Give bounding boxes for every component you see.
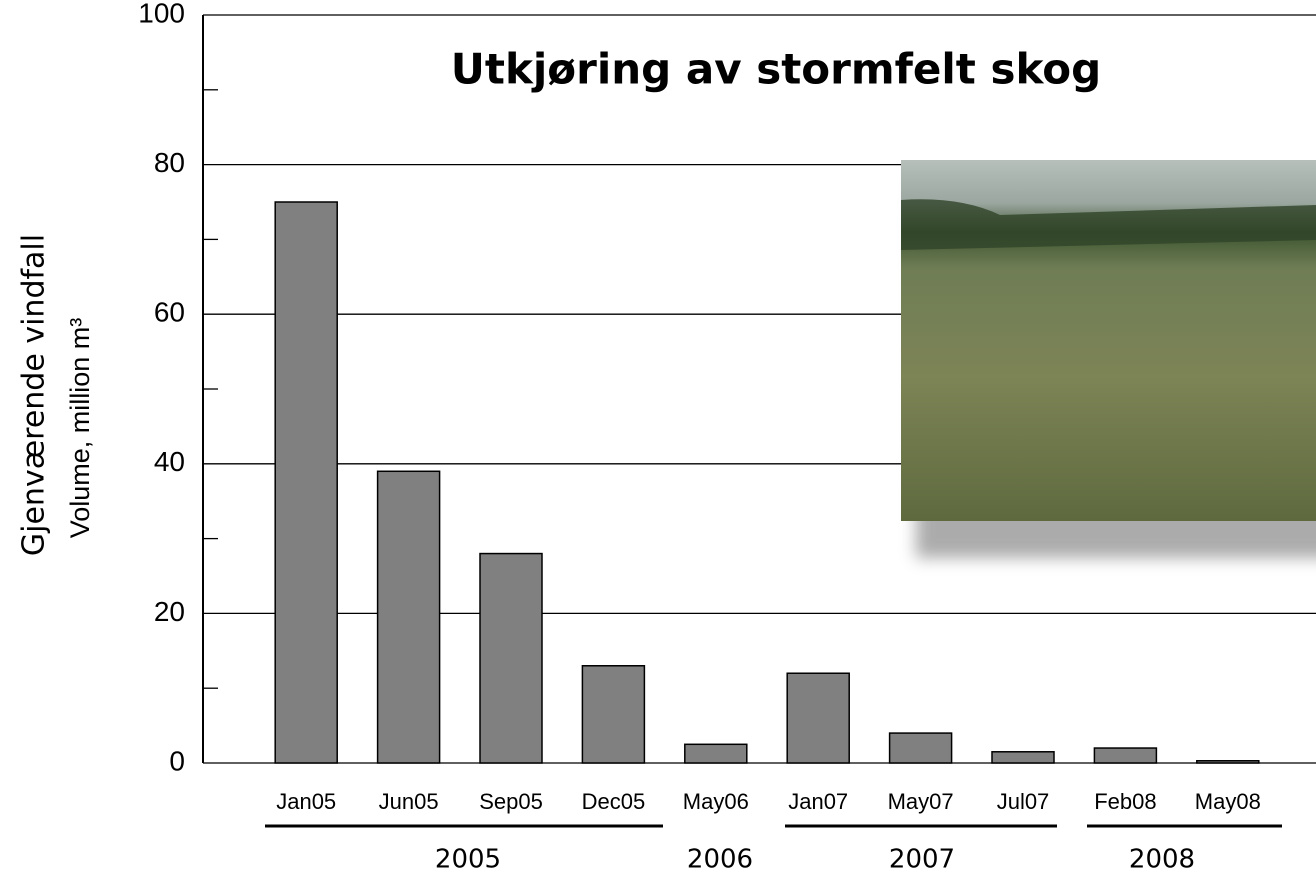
x-tick-label: Feb08 [1094,789,1156,814]
bar [786,672,850,764]
year-label: 2007 [889,845,955,875]
year-label: 2005 [435,845,501,875]
year-label: 2006 [687,845,753,875]
bar [1093,747,1158,764]
x-tick-label: May06 [683,789,749,814]
bar [991,751,1055,764]
y-tick-label: 40 [154,446,185,477]
y-tick-label: 80 [154,147,185,178]
chart-title: Utkjøring av stormfelt skog [451,45,1101,94]
y-tick-label: 20 [154,596,185,627]
bar [376,470,441,764]
y-tick-label: 60 [154,297,185,328]
bar [479,552,543,764]
bar [1196,760,1260,764]
x-tick-label: May08 [1195,789,1261,814]
x-tick-label: Jan05 [276,789,336,814]
y-tick-label: 100 [138,0,185,28]
x-tick-label: Jul07 [997,789,1050,814]
bar [684,743,748,764]
x-tick-label: Dec05 [582,789,646,814]
bar [274,201,338,764]
y-tick-label: 0 [169,745,185,776]
y-axis-label: Gjenværende vindfall [17,234,52,556]
x-tick-label: May07 [888,789,954,814]
x-tick-label: Jan07 [788,789,848,814]
y-axis-sublabel: Volume, million m³ [65,318,95,539]
bar [888,732,953,764]
bar [581,665,646,764]
x-tick-label: Jun05 [379,789,439,814]
year-label: 2008 [1129,845,1195,875]
photo-treeline [901,199,1316,250]
x-tick-label: Sep05 [479,789,543,814]
